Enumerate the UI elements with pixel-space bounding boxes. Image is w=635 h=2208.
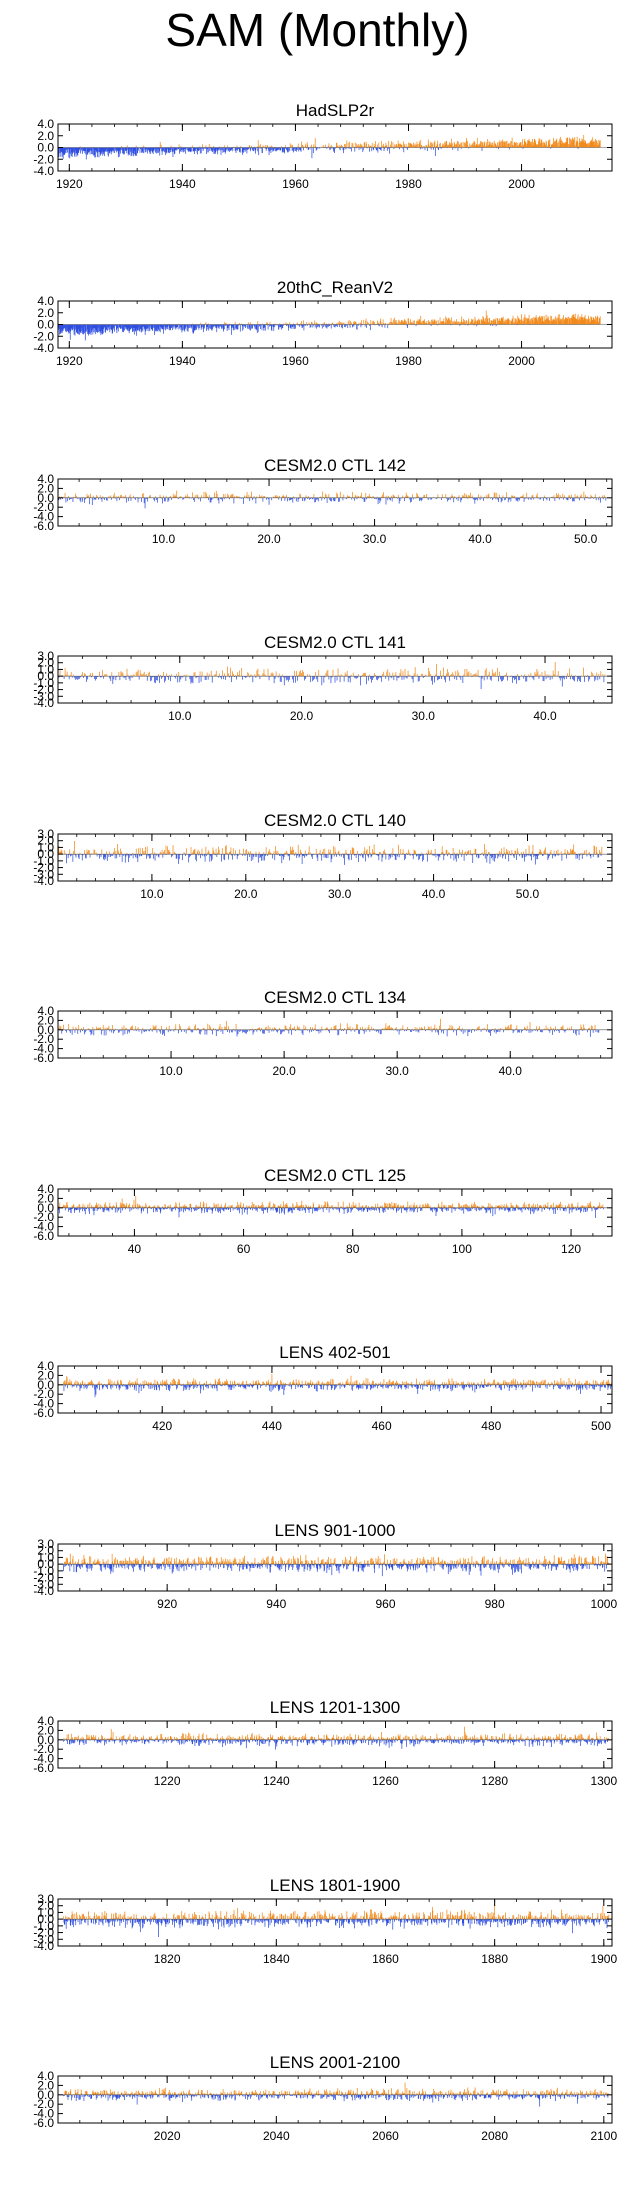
y-tick-label: -4.0 [33,510,54,524]
y-tick-label: 0.0 [37,141,54,155]
x-tick-label: 50.0 [574,532,598,546]
y-tick-label: -2.0 [33,683,54,697]
y-tick-label: -4.0 [33,874,54,888]
y-tick-label: 1.0 [37,662,54,676]
x-tick-label: 1940 [169,354,196,368]
y-tick-label: -3.0 [33,867,54,881]
y-tick-label: 2.0 [37,481,54,495]
x-tick-label: 1940 [169,177,196,191]
y-tick-label: -2.0 [33,329,54,343]
x-tick-label: 20.0 [234,887,258,901]
plot-frame [57,478,613,527]
chart-title: HadSLP2r [296,101,375,120]
x-tick-label: 30.0 [412,709,436,723]
chart-title: CESM2.0 CTL 140 [264,811,406,830]
y-tick-label: 0.0 [37,847,54,861]
y-tick-label: 3.0 [37,649,54,663]
chart-panel: CESM2.0 CTL 142 4.02.00.0-2.0-4.0-6.0 10.0… [33,456,613,546]
x-tick-label: 2000 [508,177,535,191]
series-bars [57,1018,601,1037]
chart-panel: CESM2.0 CTL 140 3.02.01.00.0-1.0-2.0-3.0-… [33,811,613,901]
y-tick-label: 4.0 [37,117,54,131]
y-tick-label: 2.0 [37,306,54,320]
x-tick-label: 50.0 [516,887,540,901]
x-tick-label: 20.0 [290,709,314,723]
y-tick-label: 0.0 [37,318,54,332]
x-tick-label: 10.0 [140,887,164,901]
x-tick-label: 1920 [56,177,83,191]
y-tick-label: 2.0 [37,129,54,143]
y-tick-label: 2.0 [37,834,54,848]
series-bars [57,662,606,689]
y-tick-label: -4.0 [33,696,54,710]
chart-title: CESM2.0 CTL 141 [264,633,406,652]
plot-frame [57,833,613,882]
chart-panel: CESM2.0 CTL 1344.02.00.0-2.0-4.0-6.010.0… [33,988,613,1078]
x-tick-label: 20.0 [257,532,281,546]
x-tick-label: 1960 [282,354,309,368]
y-tick-label: -2.0 [33,500,54,514]
x-tick-label: 40.0 [422,887,446,901]
series-bars [57,490,607,509]
y-tick-label: -1.0 [33,854,54,868]
y-tick-label: 1.0 [37,840,54,854]
y-tick-label: -1.0 [33,676,54,690]
y-tick-label: -4.0 [33,164,54,178]
y-tick-label: 0.0 [37,669,54,683]
x-tick-label: 1980 [395,354,422,368]
x-tick-label: 40.0 [533,709,557,723]
y-tick-label: -6.0 [33,519,54,533]
series-bars [57,134,601,160]
plot-frame [57,655,613,704]
x-tick-label: 30.0 [363,532,387,546]
y-tick-label: 2.0 [37,656,54,670]
chart-title: CESM2.0 CTL 134 [264,988,406,1007]
x-tick-label: 40.0 [468,532,492,546]
x-tick-label: 1980 [395,177,422,191]
y-tick-label: 3.0 [37,827,54,841]
y-tick-label: -2.0 [33,861,54,875]
x-tick-label: 10.0 [168,709,192,723]
chart-title: CESM2.0 CTL 142 [264,456,406,475]
chart-panel: CESM2.0 CTL 141 3.02.01.00.0-1.0-2.0-3.0-… [33,633,613,723]
x-tick-label: 1960 [282,177,309,191]
y-tick-label: 0.0 [37,491,54,505]
series-bars [57,841,603,865]
x-tick-label: 30.0 [328,887,352,901]
page-title: SAM (Monthly) [0,2,635,58]
y-tick-label: 4.0 [37,294,54,308]
x-tick-label: 10.0 [152,532,176,546]
y-tick-label: -3.0 [33,689,54,703]
y-tick-label: -4.0 [33,341,54,355]
x-tick-label: 1920 [56,354,83,368]
x-tick-label: 2000 [508,354,535,368]
series-bars [57,310,601,341]
chart-title: 20thC_ReanV2 [277,278,393,297]
y-tick-label: -2.0 [33,152,54,166]
y-tick-label: 4.0 [37,472,54,486]
